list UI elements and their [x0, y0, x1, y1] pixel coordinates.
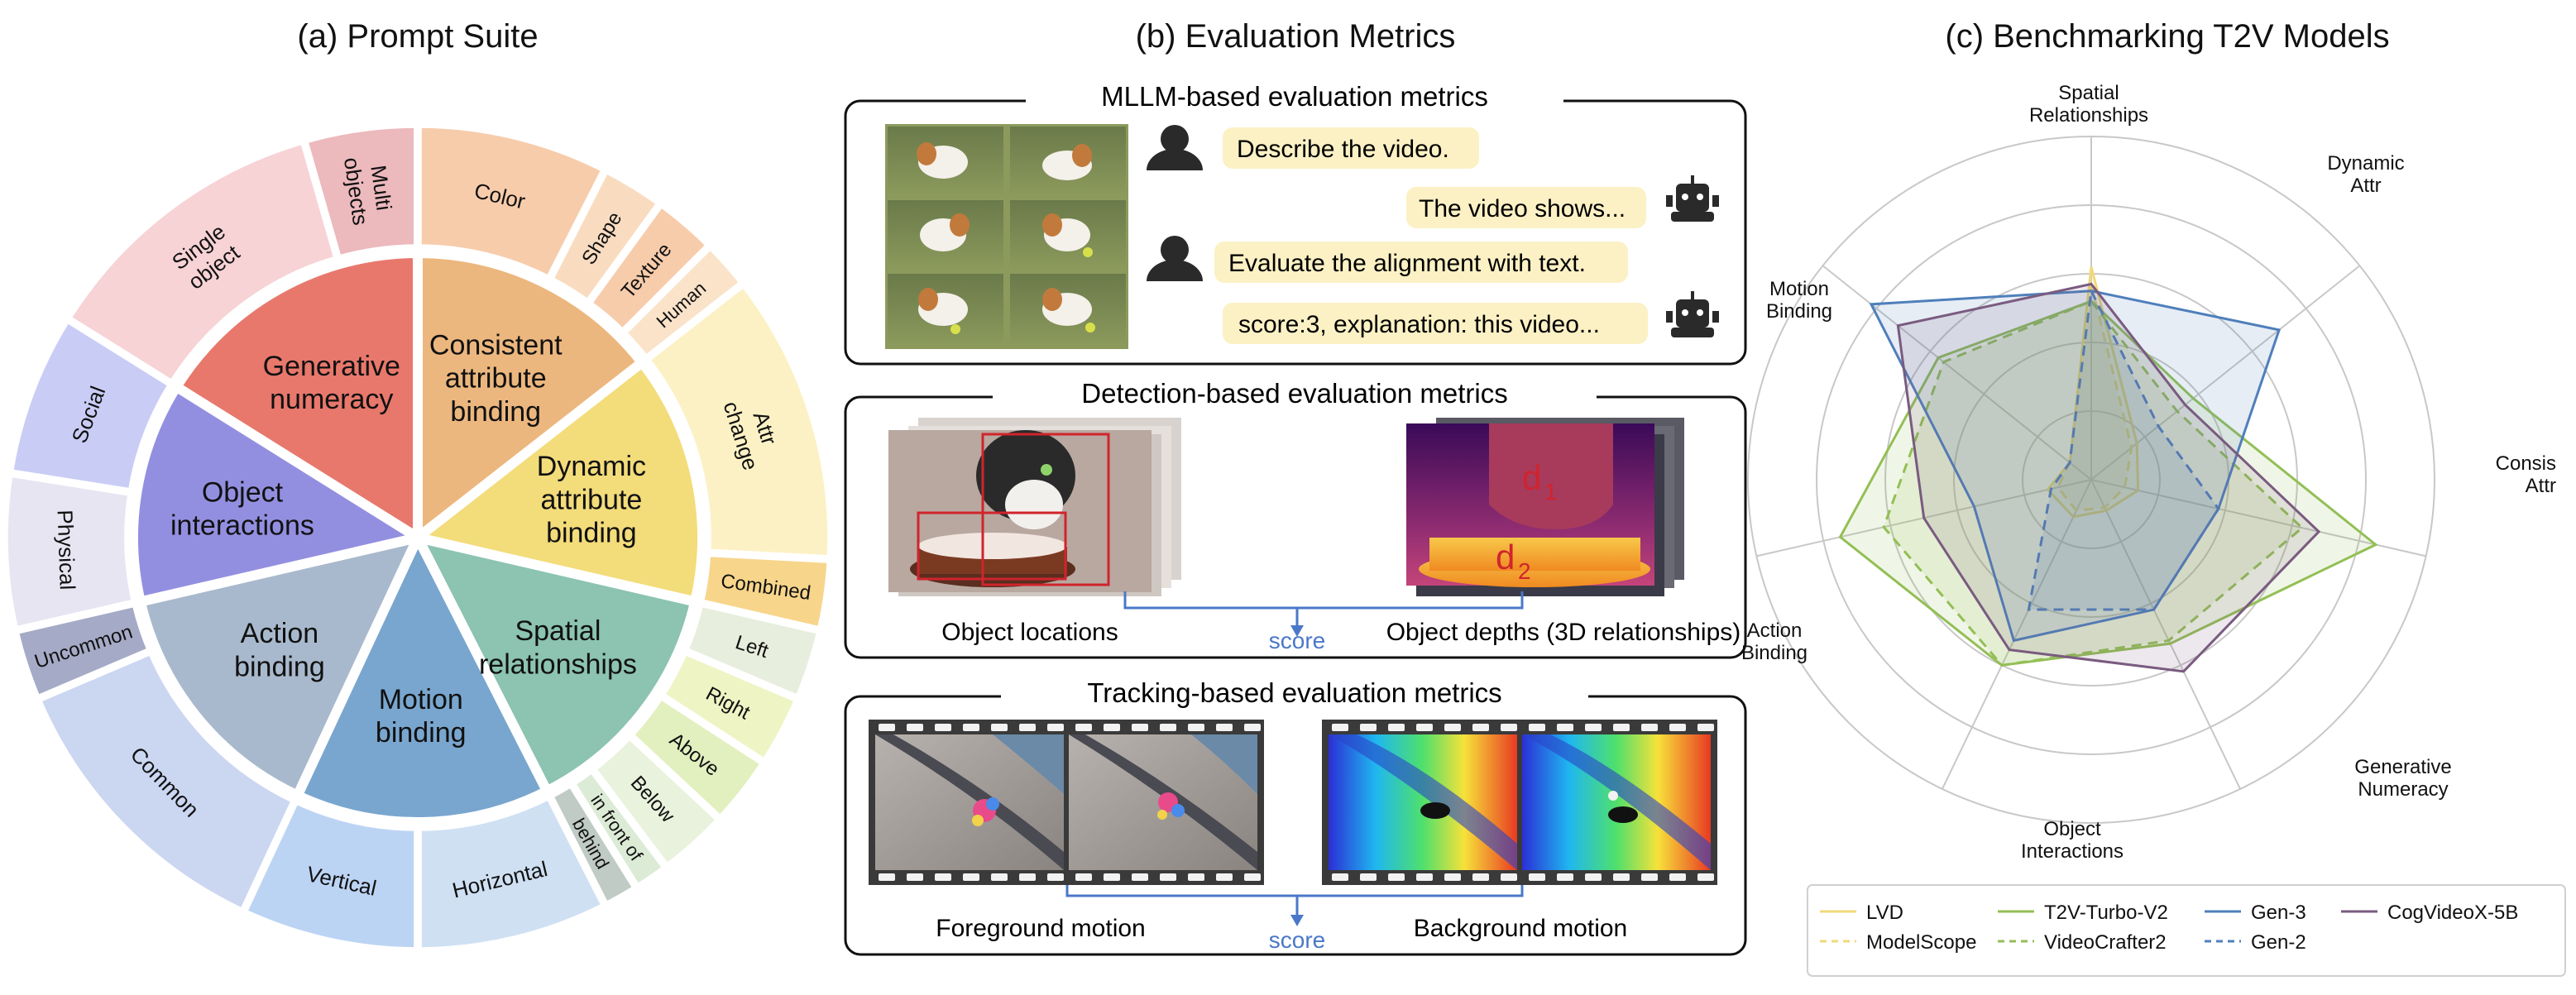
svg-text:2: 2 [1518, 558, 1531, 584]
radar-series-cogvideox-5b [1896, 282, 2321, 673]
user-icon [1147, 125, 1203, 170]
film-sprocket-holes [879, 724, 1714, 881]
background-film-strip [1322, 720, 1717, 885]
foreground-film-strip [869, 720, 1264, 885]
bot-message-2: score:3, explanation: this video... [1238, 311, 1600, 338]
chat-bubble-user [1214, 242, 1628, 283]
user-icon [1147, 236, 1203, 281]
radar-axis-label: Consis Attr [2496, 452, 2556, 497]
inner-segment-label: Spatial relationships [479, 615, 637, 680]
inner-segment [128, 380, 431, 608]
panel-a-title: (a) Prompt Suite [297, 18, 538, 55]
inner-segment-label: Action binding [234, 618, 325, 682]
user-message-1: Describe the video. [1237, 136, 1449, 163]
radar-axis-label: Action Binding [1741, 619, 1808, 664]
chat-bubble-bot [1223, 303, 1648, 344]
background-motion-caption: Background motion [1414, 915, 1628, 942]
object-locations-caption: Object locations [941, 619, 1118, 646]
chat-bubble-bot [1406, 187, 1646, 228]
robot-icon [1666, 175, 1719, 222]
panel-b-title: (b) Evaluation Metrics [1136, 18, 1456, 55]
inner-segment [408, 530, 701, 798]
legend-label: Gen-3 [2251, 902, 2306, 924]
radar-axis-label: Generative Numeracy [2354, 756, 2451, 801]
radar-spoke [2090, 479, 2426, 557]
outer-segment-label: Physical [52, 509, 79, 591]
legend-frame [1807, 884, 2566, 977]
radar-axis-label: Motion Binding [1766, 278, 1832, 323]
inner-segment [413, 247, 649, 548]
radar-series-t2v-turbo-v2 [1838, 299, 2378, 667]
prompt-suite-sunburst: Generative numeracy Consistent attribute bin… [0, 120, 836, 955]
radar-spoke [1942, 479, 2092, 790]
legend-label: VideoCrafter2 [2044, 931, 2167, 954]
inner-segment-label: Dynamic attribute binding [537, 451, 646, 548]
inner-segment [170, 247, 423, 547]
cat-cake-frames [888, 418, 1181, 596]
radar-axis-label: Object Interactions [2021, 818, 2124, 863]
tracking-section: Tracking-based evaluation metrics [844, 677, 1747, 956]
inner-segment [290, 526, 554, 827]
foreground-motion-caption: Foreground motion [936, 915, 1145, 942]
user-message-2: Evaluate the alignment with text. [1228, 250, 1586, 277]
legend-label: Gen-2 [2251, 931, 2306, 954]
detection-section: Detection-based evaluation metrics d 1 [844, 377, 1747, 659]
dog-frame [888, 127, 1003, 196]
inner-segment-label: Object interactions [170, 476, 314, 541]
video-frames-grid [885, 124, 1128, 349]
dog-frame [888, 200, 1003, 270]
radar-axis-label: Dynamic Attr [2327, 152, 2404, 197]
tracking-score-label: score [1269, 927, 1325, 953]
panel-c-title: (c) Benchmarking T2V Models [1945, 18, 2389, 55]
legend-label: T2V-Turbo-V2 [2044, 902, 2168, 924]
legend-label: LVD [1866, 902, 1903, 924]
radar-series-gen-2 [2027, 286, 2220, 611]
inner-segment-label: Consistent attribute binding [429, 330, 563, 428]
inner-segment-label: Generative numeracy [263, 351, 400, 415]
tracking-section-title: Tracking-based evaluation metrics [1087, 677, 1501, 708]
dog-frame [1010, 127, 1126, 196]
bot-message-1: The video shows... [1419, 195, 1626, 222]
detection-score-label: score [1269, 628, 1325, 653]
dog-frame [1010, 200, 1126, 270]
radar-series-videocrafter2 [1882, 299, 2305, 667]
radar-spoke [1822, 265, 2092, 481]
depth-frames: d 1 d 2 [1406, 418, 1684, 596]
object-depths-caption: Object depths (3D relationships) [1386, 619, 1741, 646]
mllm-section: MLLM-based evaluation metrics Describe t… [844, 81, 1747, 366]
robot-icon [1666, 291, 1719, 337]
detection-section-title: Detection-based evaluation metrics [1081, 378, 1507, 409]
chat-bubble-user [1223, 127, 1479, 169]
dog-frame [1010, 274, 1126, 347]
legend-label: CogVideoX-5B [2387, 902, 2518, 924]
radar-spoke [2090, 479, 2241, 790]
radar-axis-label: Spatial Relationships [2029, 82, 2148, 127]
svg-text:1: 1 [1544, 479, 1558, 505]
legend-label: ModelScope [1866, 931, 1976, 954]
radar-chart: Spatial Relationships Dynamic Attr Consis Att… [1741, 82, 2556, 863]
inner-segment [406, 355, 707, 608]
dog-frame [888, 274, 1003, 347]
inner-segment-label: Motion binding [376, 684, 467, 749]
mllm-section-title: MLLM-based evaluation metrics [1101, 81, 1488, 112]
svg-text:d: d [1496, 538, 1515, 576]
chart-legend: LVD ModelScope T2V-Turbo-V2 VideoCrafter2 Ge… [1807, 884, 2566, 977]
radar-series-gen-3 [1869, 289, 2282, 643]
svg-text:d: d [1522, 458, 1541, 497]
inner-segment [134, 530, 427, 802]
